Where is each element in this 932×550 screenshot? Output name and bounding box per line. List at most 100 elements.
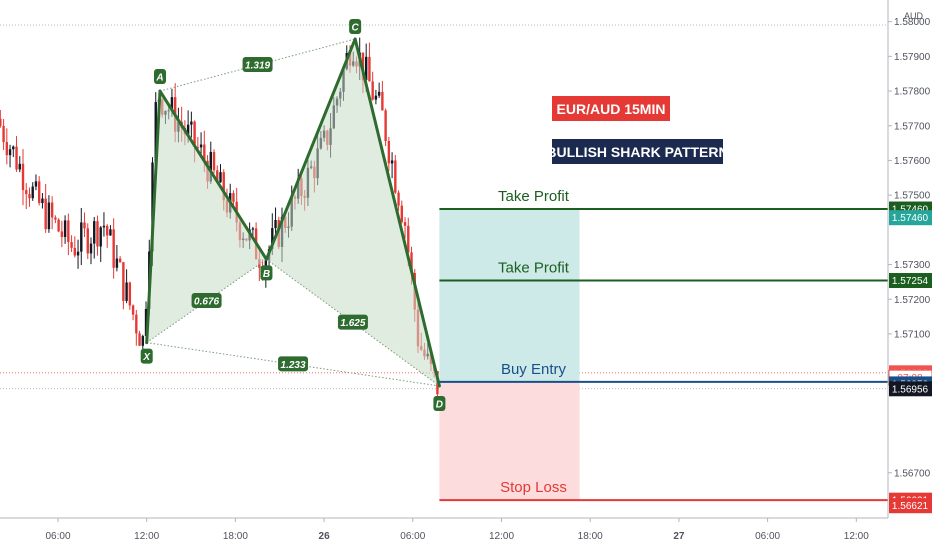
candle-body-121 — [390, 160, 394, 164]
level-label-3: Stop Loss — [500, 479, 567, 496]
time-tick-9: 12:00 — [844, 531, 869, 542]
currency-label: AUD — [904, 11, 924, 21]
point-label-a: A — [154, 69, 167, 85]
price-tag-text: 1.57460 — [892, 213, 929, 224]
pattern-triangle-bcd — [266, 39, 440, 386]
candle-body-6 — [18, 163, 21, 170]
candle-body-38 — [122, 262, 125, 301]
candle-body-8 — [25, 190, 28, 195]
candle-body-69 — [222, 172, 225, 201]
ratio-value: 0.676 — [194, 296, 219, 307]
candle-body-66 — [212, 151, 216, 171]
candle-body-18 — [57, 219, 60, 232]
candle-body-10 — [31, 186, 34, 199]
candle-body-2 — [5, 142, 9, 156]
price-tick-3: 1.57700 — [894, 121, 931, 132]
leg-AB — [158, 89, 268, 261]
trade-levels: Take Profit Take Profit Buy Entry Stop Loss — [439, 188, 888, 502]
price-tag-text: 1.57460 — [892, 205, 929, 216]
candle-body-0 — [0, 118, 2, 126]
candle-body-114 — [368, 56, 371, 82]
price-tag-6: 1.56956 — [889, 381, 932, 397]
candle-body-124 — [400, 205, 404, 223]
candle-body-5 — [15, 146, 18, 170]
pattern-badge: BULLISH SHARK PATTERN — [546, 139, 729, 164]
price-tick-1: 1.57900 — [894, 52, 931, 63]
candle-body-1 — [2, 125, 5, 143]
candle-body-39 — [125, 282, 128, 301]
candle-body-13 — [41, 198, 44, 204]
time-tick-1: 12:00 — [134, 531, 159, 542]
candle-body-116 — [374, 95, 378, 100]
candle-body-113 — [364, 56, 368, 81]
candle-body-44 — [141, 336, 144, 346]
candle-body-65 — [209, 151, 212, 182]
point-label-bg — [260, 265, 273, 281]
candle-body-115 — [371, 81, 374, 100]
point-label-c: C — [349, 19, 362, 34]
candle-body-53 — [170, 97, 174, 111]
symbol-badge-bg — [552, 96, 670, 121]
candle-body-126 — [407, 225, 410, 253]
price-tick-2: 1.57800 — [894, 87, 931, 98]
level-label-0: Take Profit — [498, 188, 570, 205]
shark-pattern: 1.319 0.676 1.625 1.233 X A B C D — [140, 19, 446, 411]
candle-body-25 — [80, 222, 83, 252]
candle-body-119 — [384, 110, 387, 142]
price-tick-9: 1.56700 — [894, 468, 931, 479]
ratio-badge-bg — [278, 356, 309, 372]
price-tag-text: 1.56621 — [892, 501, 929, 512]
candle-body-12 — [37, 181, 41, 204]
candle-body-59 — [190, 121, 193, 125]
candle-body-58 — [186, 124, 190, 135]
candle-body-36 — [115, 258, 119, 268]
connector-AC — [159, 38, 356, 92]
candle-body-40 — [128, 282, 132, 306]
price-tag-text: 1.57254 — [892, 276, 929, 287]
level-label-2: Buy Entry — [501, 361, 567, 378]
pattern-badge-bg — [552, 139, 723, 164]
price-tick-0: 1.58000 — [894, 17, 931, 28]
candle-body-43 — [138, 333, 141, 346]
price-tick-4: 1.57600 — [894, 156, 931, 167]
candle-body-78 — [251, 228, 255, 230]
price-tag-bg — [889, 498, 932, 514]
leg-CD — [353, 37, 441, 388]
ratio-value: 1.625 — [340, 318, 365, 329]
ratio-badge-1: 0.676 — [191, 292, 222, 308]
candle-body-127 — [410, 252, 413, 273]
point-label-bg — [433, 396, 446, 411]
candle-body-62 — [199, 144, 203, 148]
point-label-text: B — [263, 269, 270, 280]
candle-body-4 — [12, 146, 15, 150]
candle-body-117 — [377, 91, 381, 96]
connector-BD — [266, 258, 440, 387]
pattern-badge-text: BULLISH SHARK PATTERN — [546, 144, 728, 160]
candle-body-125 — [403, 222, 407, 226]
title-badges: EUR/AUD 15MIN BULLISH SHARK PATTERN — [546, 96, 729, 164]
candle-body-48 — [154, 102, 157, 163]
price-tag-1: 1.57460 — [889, 210, 932, 226]
candle-body-21 — [67, 220, 70, 243]
level-label-1: Take Profit — [498, 260, 570, 277]
candle-body-85 — [274, 220, 277, 229]
candle-body-42 — [135, 314, 138, 334]
point-label-text: C — [352, 23, 360, 34]
ratio-badge-bg — [242, 57, 273, 73]
time-tick-5: 12:00 — [489, 531, 514, 542]
ratio-badge-bg — [337, 314, 368, 330]
leg-BC — [264, 37, 357, 261]
candle-body-9 — [28, 194, 31, 199]
loss-zone — [439, 381, 580, 501]
point-label-text: A — [155, 73, 163, 84]
price-tick-6: 1.57300 — [894, 260, 931, 271]
price-tick-8: 1.57100 — [894, 329, 931, 340]
ratio-value: 1.319 — [245, 61, 270, 72]
candle-body-30 — [96, 221, 99, 247]
price-tag-bg — [889, 381, 932, 397]
price-tag-2: 1.57254 — [889, 273, 932, 289]
candle-body-34 — [109, 229, 112, 236]
ratio-badge-2: 1.625 — [337, 314, 368, 330]
point-label-b: B — [260, 265, 273, 281]
